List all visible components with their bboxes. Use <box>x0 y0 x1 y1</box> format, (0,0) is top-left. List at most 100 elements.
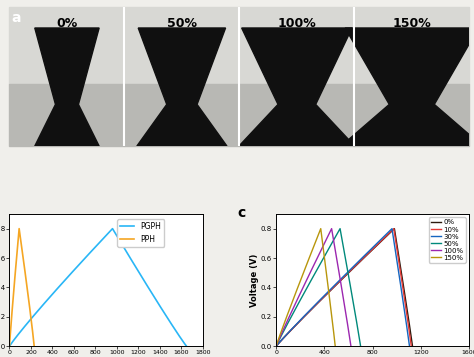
Text: a: a <box>12 11 21 25</box>
30% <box>378 237 384 241</box>
0% <box>395 247 401 251</box>
150% <box>320 247 326 251</box>
Line: 30%: 30% <box>276 228 410 346</box>
PPH <box>12 278 18 282</box>
50% <box>347 285 353 289</box>
Text: 0%: 0% <box>56 17 78 30</box>
50% <box>341 247 346 251</box>
Line: PPH: PPH <box>9 228 34 346</box>
PGPH <box>126 253 131 257</box>
100% <box>335 265 341 269</box>
Line: PGPH: PGPH <box>9 228 187 346</box>
PGPH <box>109 226 115 231</box>
10% <box>391 226 397 231</box>
100% <box>302 282 308 286</box>
30% <box>333 282 338 286</box>
Polygon shape <box>35 28 99 146</box>
50% <box>358 344 364 348</box>
PGPH <box>7 344 12 348</box>
0% <box>381 237 386 241</box>
10% <box>397 265 402 269</box>
0% <box>315 301 321 305</box>
150% <box>289 301 295 305</box>
Bar <box>354 84 469 146</box>
150% <box>325 285 331 289</box>
Line: 150%: 150% <box>276 228 335 346</box>
Text: c: c <box>237 206 246 220</box>
100% <box>273 344 279 348</box>
30% <box>389 226 395 231</box>
Line: 0%: 0% <box>276 228 412 346</box>
50% <box>344 265 350 269</box>
Legend: PGPH, PPH: PGPH, PPH <box>118 219 164 247</box>
Line: 50%: 50% <box>276 228 361 346</box>
100% <box>348 344 354 348</box>
50% <box>331 237 337 241</box>
PPH <box>10 297 16 301</box>
Line: 100%: 100% <box>276 228 351 346</box>
Bar <box>9 84 124 146</box>
0% <box>392 226 397 231</box>
Line: 10%: 10% <box>276 228 411 346</box>
PPH <box>29 322 35 326</box>
150% <box>323 265 328 269</box>
Text: 100%: 100% <box>277 17 316 30</box>
Y-axis label: Voltage (V): Voltage (V) <box>250 253 259 307</box>
10% <box>334 282 339 286</box>
PPH <box>8 327 13 332</box>
100% <box>338 285 344 289</box>
PGPH <box>184 344 190 348</box>
150% <box>332 344 338 348</box>
30% <box>273 344 279 348</box>
30% <box>407 344 412 348</box>
150% <box>314 237 319 241</box>
Polygon shape <box>239 28 355 146</box>
100% <box>329 226 335 231</box>
Text: 150%: 150% <box>392 17 431 30</box>
PPH <box>7 344 12 348</box>
Bar <box>354 7 469 84</box>
Polygon shape <box>137 28 227 146</box>
PGPH <box>164 314 169 318</box>
100% <box>332 247 338 251</box>
150% <box>273 344 279 348</box>
Bar <box>124 84 239 146</box>
10% <box>394 247 400 251</box>
PPH <box>31 344 37 348</box>
0% <box>410 344 415 348</box>
10% <box>400 285 406 289</box>
10% <box>380 237 386 241</box>
PPH <box>30 331 36 336</box>
50% <box>337 226 343 231</box>
50% <box>306 282 312 286</box>
PPH <box>8 332 13 337</box>
30% <box>398 285 404 289</box>
PGPH <box>148 290 154 294</box>
PGPH <box>130 260 136 265</box>
PGPH <box>19 327 25 332</box>
0% <box>398 265 403 269</box>
Bar <box>9 7 124 84</box>
10% <box>273 344 279 348</box>
30% <box>314 301 320 305</box>
0% <box>273 344 279 348</box>
50% <box>296 301 301 305</box>
PPH <box>16 226 22 231</box>
10% <box>315 301 320 305</box>
0% <box>401 285 406 289</box>
Text: 50%: 50% <box>167 17 197 30</box>
Bar <box>124 7 239 84</box>
PGPH <box>122 247 128 251</box>
150% <box>318 226 324 231</box>
100% <box>324 237 329 241</box>
Legend: 0%, 10%, 30%, 50%, 100%, 150%: 0%, 10%, 30%, 50%, 100%, 150% <box>429 217 466 263</box>
150% <box>296 282 302 286</box>
Polygon shape <box>341 28 474 146</box>
30% <box>392 247 398 251</box>
Bar <box>239 7 354 84</box>
Bar <box>239 84 354 146</box>
10% <box>409 344 414 348</box>
50% <box>273 344 279 348</box>
100% <box>293 301 299 305</box>
30% <box>395 265 401 269</box>
